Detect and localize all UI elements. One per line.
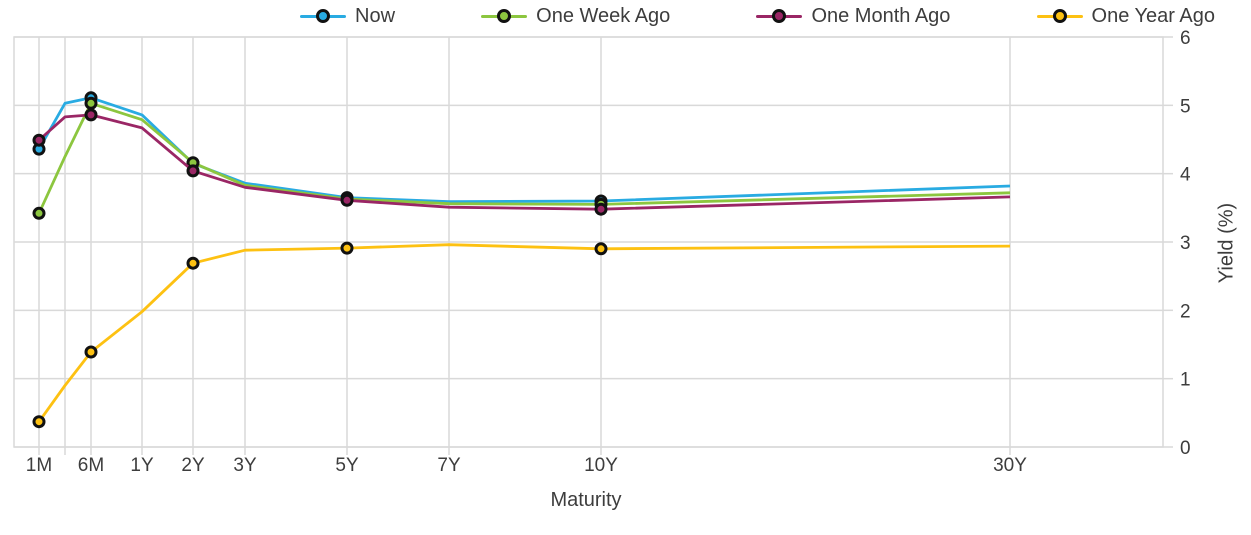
legend-label-now: Now <box>355 5 396 27</box>
x-tick-label: 10Y <box>584 455 618 476</box>
legend-line-marker-one-year-ago <box>1036 8 1083 24</box>
x-tick-label: 7Y <box>437 455 461 476</box>
marker-one-month-ago-2y <box>186 164 200 178</box>
marker-one-month-ago-6m <box>84 108 98 122</box>
legend-line-marker-one-month-ago <box>756 8 803 24</box>
legend-item-one-week-ago: One Week Ago <box>481 3 670 29</box>
x-tick-label: 1Y <box>130 455 154 476</box>
marker-one-month-ago-10y <box>594 202 608 216</box>
legend-line-marker-one-week-ago <box>481 8 528 24</box>
legend-marker-icon <box>497 9 512 23</box>
marker-one-week-ago-1m <box>32 206 46 220</box>
marker-one-year-ago-10y <box>594 242 608 256</box>
legend-marker-icon <box>772 9 787 23</box>
marker-one-year-ago-5y <box>340 241 354 255</box>
series-line-one-week-ago <box>37 101 1011 214</box>
x-tick-label: 1M <box>26 455 52 476</box>
legend-line-marker-now <box>300 8 346 24</box>
marker-one-year-ago-6m <box>84 345 98 359</box>
x-tick-label: 3Y <box>233 455 257 476</box>
x-tick-label: 2Y <box>181 455 205 476</box>
marker-one-month-ago-5y <box>340 193 354 207</box>
y-axis-title: Yield (%) <box>1215 202 1238 284</box>
marker-one-year-ago-2y <box>186 256 200 270</box>
legend-marker-icon <box>1052 9 1067 23</box>
series-line-one-month-ago <box>38 113 1011 211</box>
legend-label-one-week-ago: One Week Ago <box>536 5 671 27</box>
x-tick-label: 5Y <box>335 455 359 476</box>
y-tick-label: 1 <box>1180 370 1191 391</box>
legend-item-now: Now <box>300 3 395 29</box>
marker-one-month-ago-1m <box>32 133 46 147</box>
legend-item-one-year-ago: One Year Ago <box>1036 3 1215 29</box>
chart-legend: Now One Week Ago One Month Ago One Year … <box>300 2 1215 30</box>
marker-one-week-ago-6m <box>84 96 98 110</box>
y-tick-label: 5 <box>1180 96 1191 117</box>
series-line-one-year-ago <box>37 243 1011 423</box>
series-line-now <box>37 96 1011 204</box>
y-tick-label: 2 <box>1180 301 1191 322</box>
x-tick-label: 6M <box>78 455 104 476</box>
x-tick-label: 30Y <box>993 455 1027 476</box>
x-axis-title: Maturity <box>550 489 622 511</box>
marker-one-year-ago-1m <box>32 415 46 429</box>
y-tick-label: 4 <box>1180 165 1191 186</box>
legend-marker-icon <box>316 9 330 23</box>
legend-item-one-month-ago: One Month Ago <box>756 3 950 29</box>
legend-label-one-year-ago: One Year Ago <box>1091 5 1215 27</box>
legend-label-one-month-ago: One Month Ago <box>811 5 951 27</box>
y-tick-label: 0 <box>1180 438 1191 459</box>
y-tick-label: 6 <box>1180 28 1191 49</box>
y-tick-label: 3 <box>1180 233 1191 254</box>
